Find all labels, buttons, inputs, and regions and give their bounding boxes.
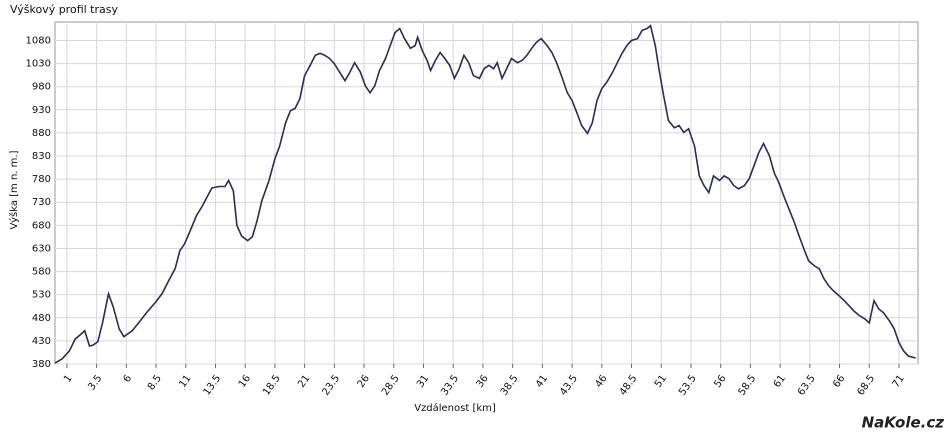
y-tick-label: 1080: [26, 35, 51, 46]
x-tick-label: 48.5: [618, 373, 640, 398]
x-tick-label: 16: [237, 373, 253, 390]
x-tick-label: 56: [712, 373, 728, 390]
watermark: NaKole.cz: [862, 414, 945, 432]
x-tick-label: 28.5: [380, 373, 402, 398]
x-tick-label: 8.5: [146, 373, 164, 392]
x-tick-label: 68.5: [855, 373, 877, 398]
x-tick-label: 11: [177, 373, 193, 390]
y-tick-label: 680: [32, 220, 51, 231]
x-tick-label: 43.5: [558, 373, 580, 398]
y-tick-label: 580: [32, 267, 51, 278]
y-tick-label: 930: [32, 105, 51, 116]
x-tick-label: 1: [62, 373, 75, 385]
x-tick-label: 13.5: [202, 373, 224, 398]
x-tick-label: 71: [891, 373, 907, 390]
x-axis-label: Vzdálenost [km]: [414, 402, 496, 414]
x-tick-label: 38.5: [499, 373, 521, 398]
x-tick-label: 6: [122, 373, 135, 385]
x-tick-label: 26: [356, 373, 372, 390]
plot-frame: [54, 21, 919, 365]
x-tick-label: 3.5: [86, 373, 104, 392]
x-tick-label: 18.5: [261, 373, 283, 398]
x-tick-label: 33.5: [439, 373, 461, 398]
y-tick-label: 880: [32, 128, 51, 139]
x-tick-label: 58.5: [737, 373, 759, 398]
x-tick-label: 66: [831, 373, 847, 390]
x-tick-label: 63.5: [796, 373, 818, 398]
elevation-line: [54, 24, 916, 364]
y-tick-label: 1030: [26, 59, 51, 70]
y-tick-label: 830: [32, 151, 51, 162]
y-tick-label: 630: [32, 243, 51, 254]
x-tick-label: 23.5: [320, 373, 342, 398]
x-tick-label: 31: [415, 373, 431, 390]
y-tick-label: 430: [32, 336, 51, 347]
y-tick-label: 780: [32, 174, 51, 185]
x-tick-label: 53.5: [677, 373, 699, 398]
x-tick-label: 41: [534, 373, 550, 390]
y-tick-label: 730: [32, 197, 51, 208]
x-tick-label: 61: [772, 373, 788, 390]
x-tick-label: 51: [653, 373, 669, 390]
x-tick-label: 21: [296, 373, 312, 390]
y-tick-label: 380: [32, 359, 51, 370]
y-tick-label: 480: [32, 313, 51, 324]
x-tick-label: 36: [475, 373, 491, 390]
x-tick-label: 46: [593, 373, 609, 390]
chart-title: Výškový profil trasy: [10, 3, 118, 16]
y-axis-label: Výška [m n. m.]: [8, 150, 20, 229]
y-tick-label: 530: [32, 290, 51, 301]
y-tick-label: 980: [32, 82, 51, 93]
